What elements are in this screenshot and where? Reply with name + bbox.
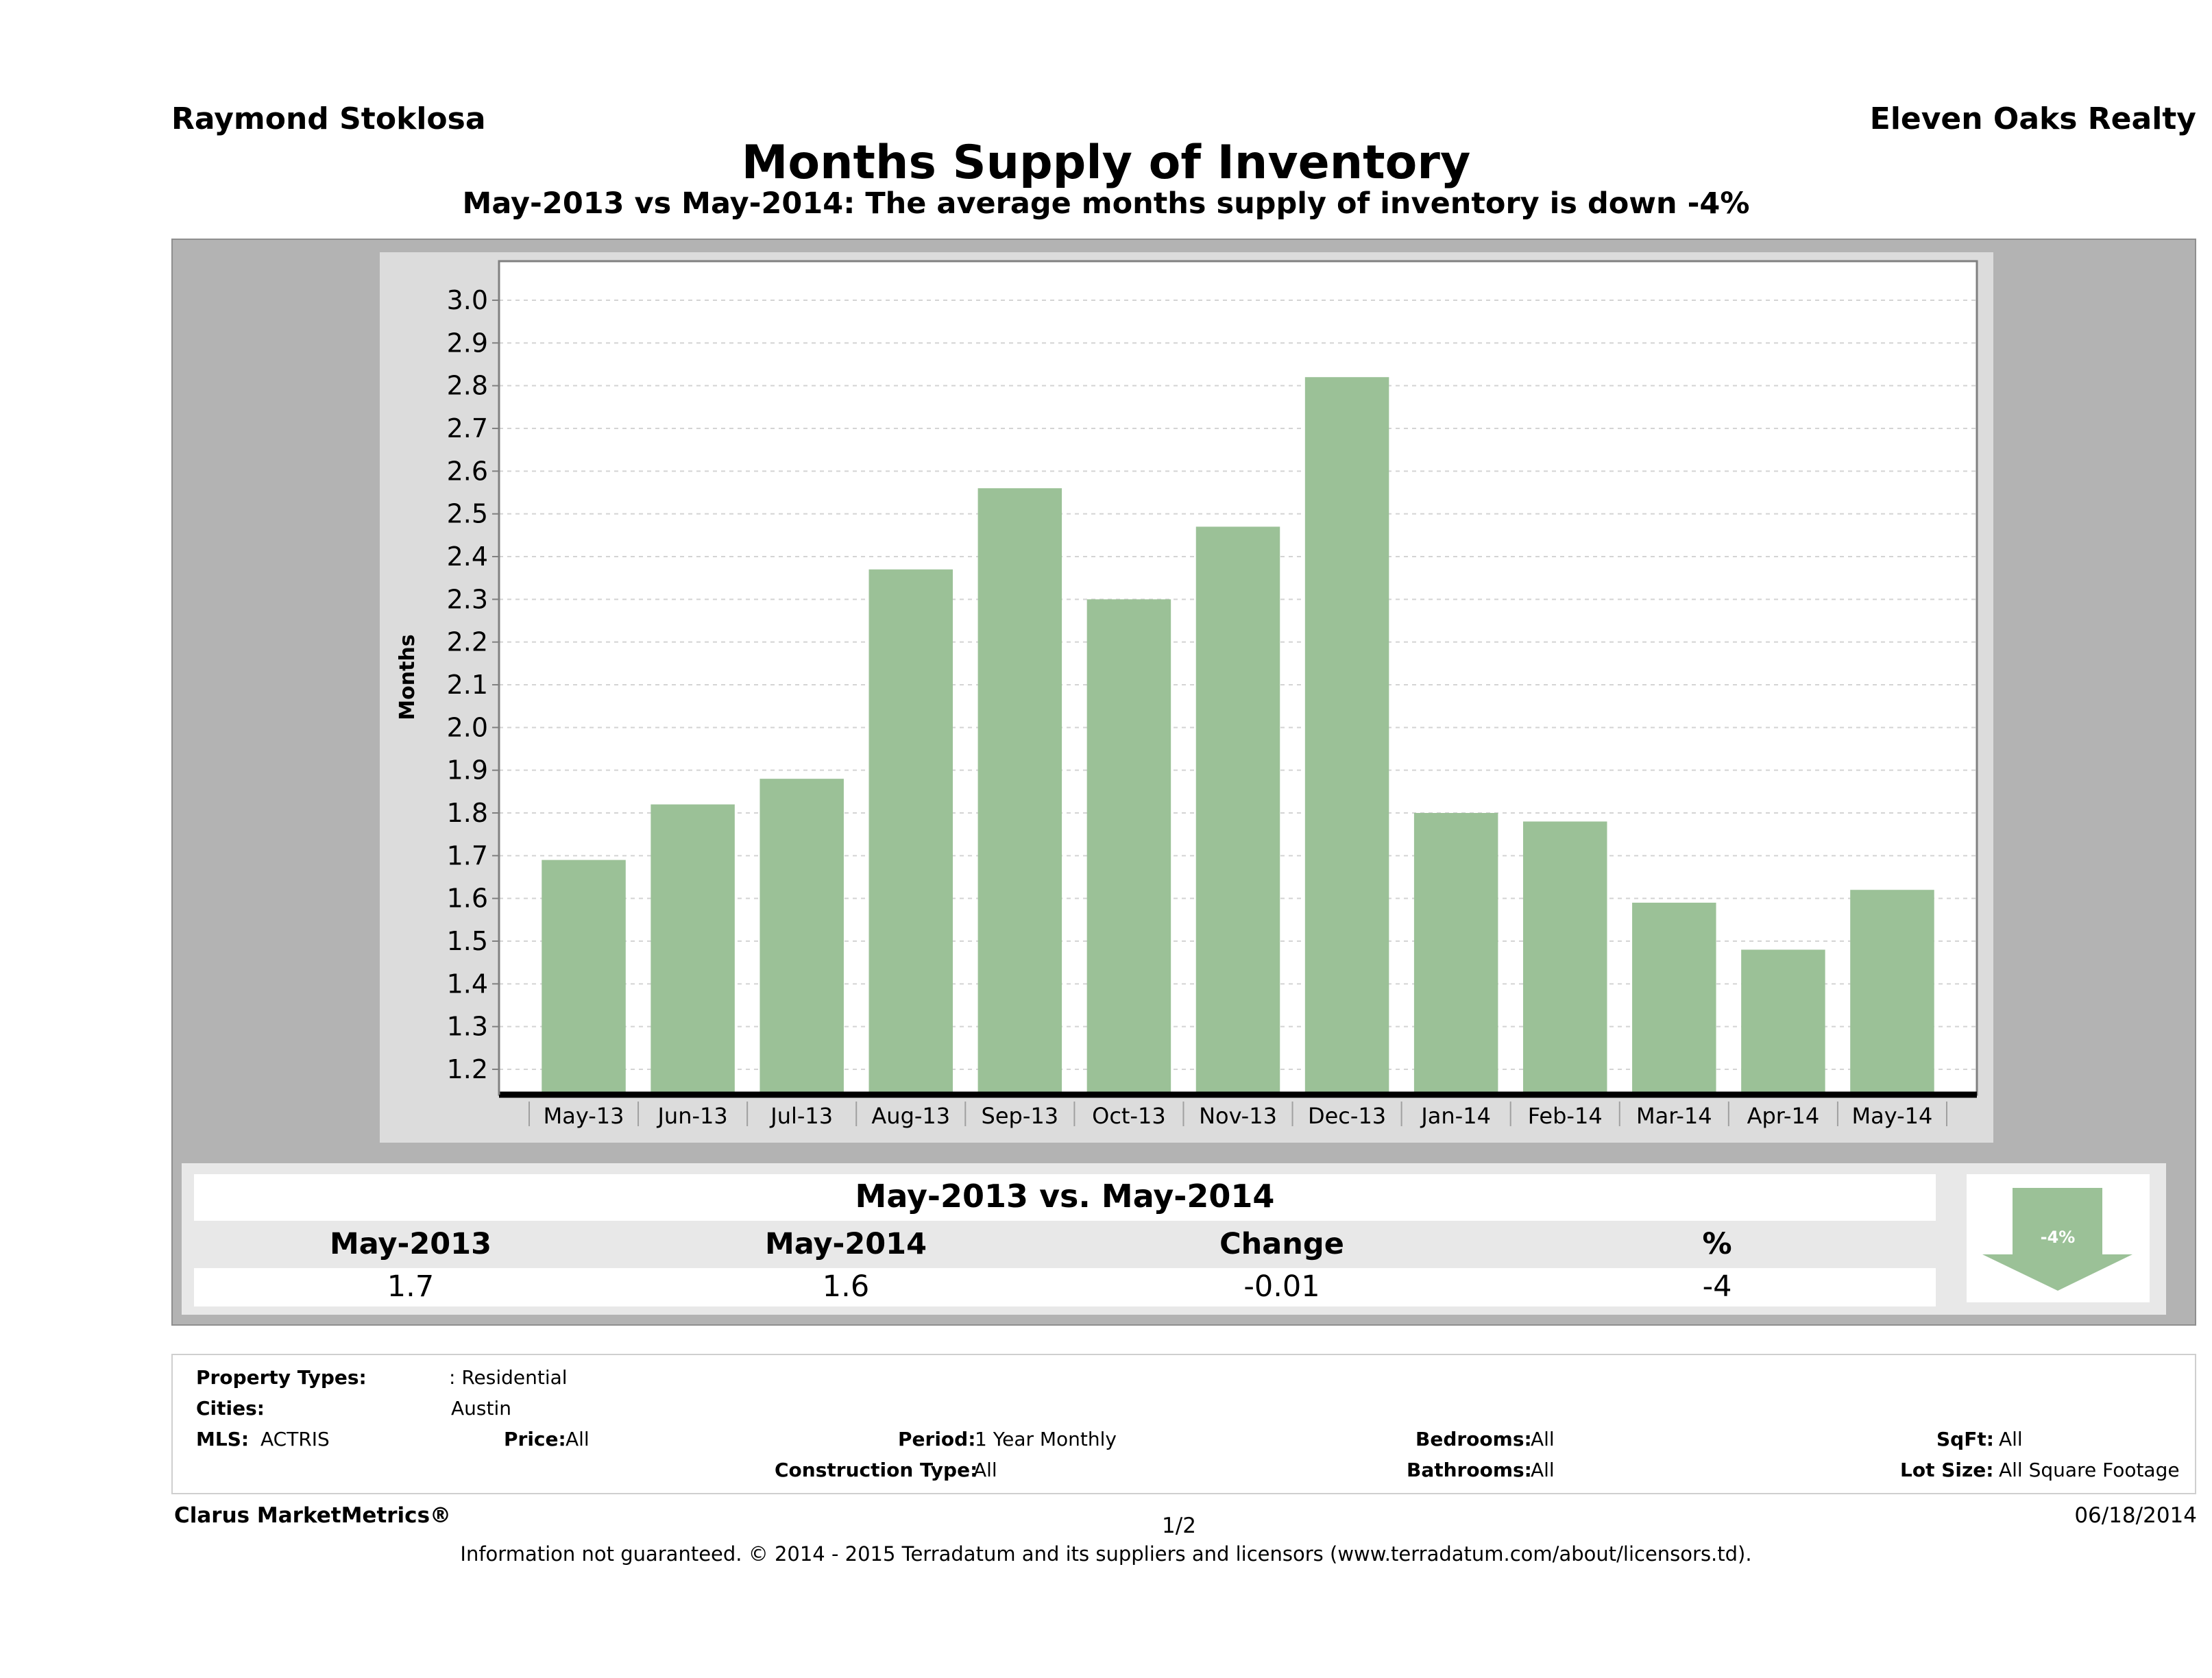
x-tick-label: Aug-13 [871,1103,950,1129]
y-tick-label: 2.7 [447,413,488,443]
bar-jan-14 [1413,813,1498,1095]
bar-may-14 [1850,890,1934,1095]
y-tick-label: 2.8 [447,371,488,401]
bathrooms-label: Bathrooms: [1407,1459,1532,1481]
x-tick-label: Sep-13 [982,1103,1059,1129]
bathrooms-value: All [1531,1459,1555,1481]
x-tick-label: Jul-13 [769,1103,833,1129]
x-tick-label: Oct-13 [1092,1103,1166,1129]
sqft-value: All [1999,1428,2023,1450]
x-tick-label: Mar-14 [1636,1103,1712,1129]
y-tick-label: 1.2 [447,1054,488,1084]
summary-title: May-2013 vs. May-2014 [855,1178,1275,1215]
lot-size-label: Lot Size: [1900,1459,1994,1481]
x-tick-label: Dec-13 [1308,1103,1386,1129]
bar-oct-13 [1086,599,1171,1095]
disclaimer: Information not guaranteed. © 2014 - 201… [460,1542,1752,1566]
summary-header-percent: % [1702,1227,1732,1261]
summary-value-may-2014: 1.6 [822,1269,870,1304]
y-tick-label: 2.2 [447,627,488,657]
x-tick-label: May-14 [1852,1103,1933,1129]
company-name: Eleven Oaks Realty [1869,101,2196,136]
page-number: 1/2 [1162,1513,1196,1538]
bar-apr-14 [1741,949,1825,1095]
bedrooms-label: Bedrooms: [1415,1428,1532,1450]
cities-label: Cities: [196,1397,265,1420]
page-title: Months Supply of Inventory [741,136,1471,190]
change-badge: -4% [1967,1174,2150,1302]
bar-sep-13 [977,488,1062,1095]
summary-value-change: -0.01 [1243,1269,1320,1304]
summary-header-may-2013: May-2013 [329,1227,492,1261]
bar-feb-14 [1522,821,1607,1095]
y-tick-label: 2.3 [447,584,488,614]
y-tick-label: 2.0 [447,712,488,742]
period-value: 1 Year Monthly [975,1428,1117,1450]
x-axis-ticks: May-13 Jun-13 Jul-13 Aug-13 Sep-13 Oct-13 Nov-… [528,1102,1947,1129]
y-axis-label: Months [396,634,420,720]
mls-value: ACTRIS [260,1428,330,1450]
page-subtitle: May-2013 vs May-2014: The average months… [462,186,1750,221]
y-tick-label: 1.6 [447,884,488,914]
y-tick-label: 1.9 [447,755,488,786]
y-tick-label: 2.9 [447,328,488,358]
property-types-value: : Residential [449,1366,568,1389]
x-tick-label: Nov-13 [1199,1103,1277,1129]
bar-mar-14 [1632,902,1716,1095]
bar-chart: 1.2 1.3 1.4 1.5 1.6 1.7 1.8 1.9 2.0 2.1 2.2 2.3 2.4 2… [396,260,1978,1129]
bar-jul-13 [759,779,844,1095]
report-date: 06/18/2014 [2074,1503,2197,1528]
construction-type-value: All [973,1459,997,1481]
change-badge-label: -4% [2041,1228,2076,1247]
sqft-label: SqFt: [1936,1428,1994,1450]
y-tick-label: 1.3 [447,1012,488,1042]
y-tick-label: 2.5 [447,499,488,529]
y-tick-label: 1.5 [447,926,488,956]
summary-value-band [194,1268,1936,1306]
bar-may-13 [542,860,626,1095]
y-tick-label: 1.8 [447,798,488,828]
property-types-label: Property Types: [196,1366,367,1389]
y-tick-label: 3.0 [447,285,488,315]
price-label: Price: [504,1428,566,1450]
y-tick-label: 1.4 [447,969,488,999]
bars [542,377,1934,1095]
price-value: All [566,1428,590,1450]
down-arrow-icon: -4% [1982,1188,2132,1291]
x-tick-label: Feb-14 [1528,1103,1603,1129]
filter-criteria-box [171,1354,2196,1494]
summary-value-may-2013: 1.7 [387,1269,435,1304]
y-axis-ticks: 1.2 1.3 1.4 1.5 1.6 1.7 1.8 1.9 2.0 2.1 2.2 2.3 2.4 2… [447,285,499,1084]
lot-size-value: All Square Footage [1999,1459,2180,1481]
bedrooms-value: All [1531,1428,1555,1450]
bar-nov-13 [1195,526,1280,1095]
y-tick-label: 2.4 [447,542,488,572]
footer-brand: Clarus MarketMetrics® [174,1503,452,1528]
y-tick-label: 2.6 [447,456,488,486]
x-tick-label: Jun-13 [656,1103,727,1129]
x-tick-label: Apr-14 [1747,1103,1820,1129]
y-tick-label: 1.7 [447,840,488,871]
bar-dec-13 [1304,377,1389,1095]
cities-value: Austin [451,1397,511,1420]
summary-header-change: Change [1219,1227,1344,1261]
bar-aug-13 [868,569,953,1095]
agent-name: Raymond Stoklosa [171,101,486,136]
summary-value-percent: -4 [1702,1269,1732,1304]
x-tick-label: Jan-14 [1420,1103,1491,1129]
summary-header-may-2014: May-2014 [764,1227,927,1261]
x-tick-label: May-13 [544,1103,624,1129]
construction-type-label: Construction Type: [775,1459,978,1481]
mls-label: MLS: [196,1428,250,1450]
y-tick-label: 2.1 [447,670,488,700]
bar-jun-13 [651,804,735,1095]
summary-title-band [194,1174,1936,1221]
period-label: Period: [898,1428,976,1450]
